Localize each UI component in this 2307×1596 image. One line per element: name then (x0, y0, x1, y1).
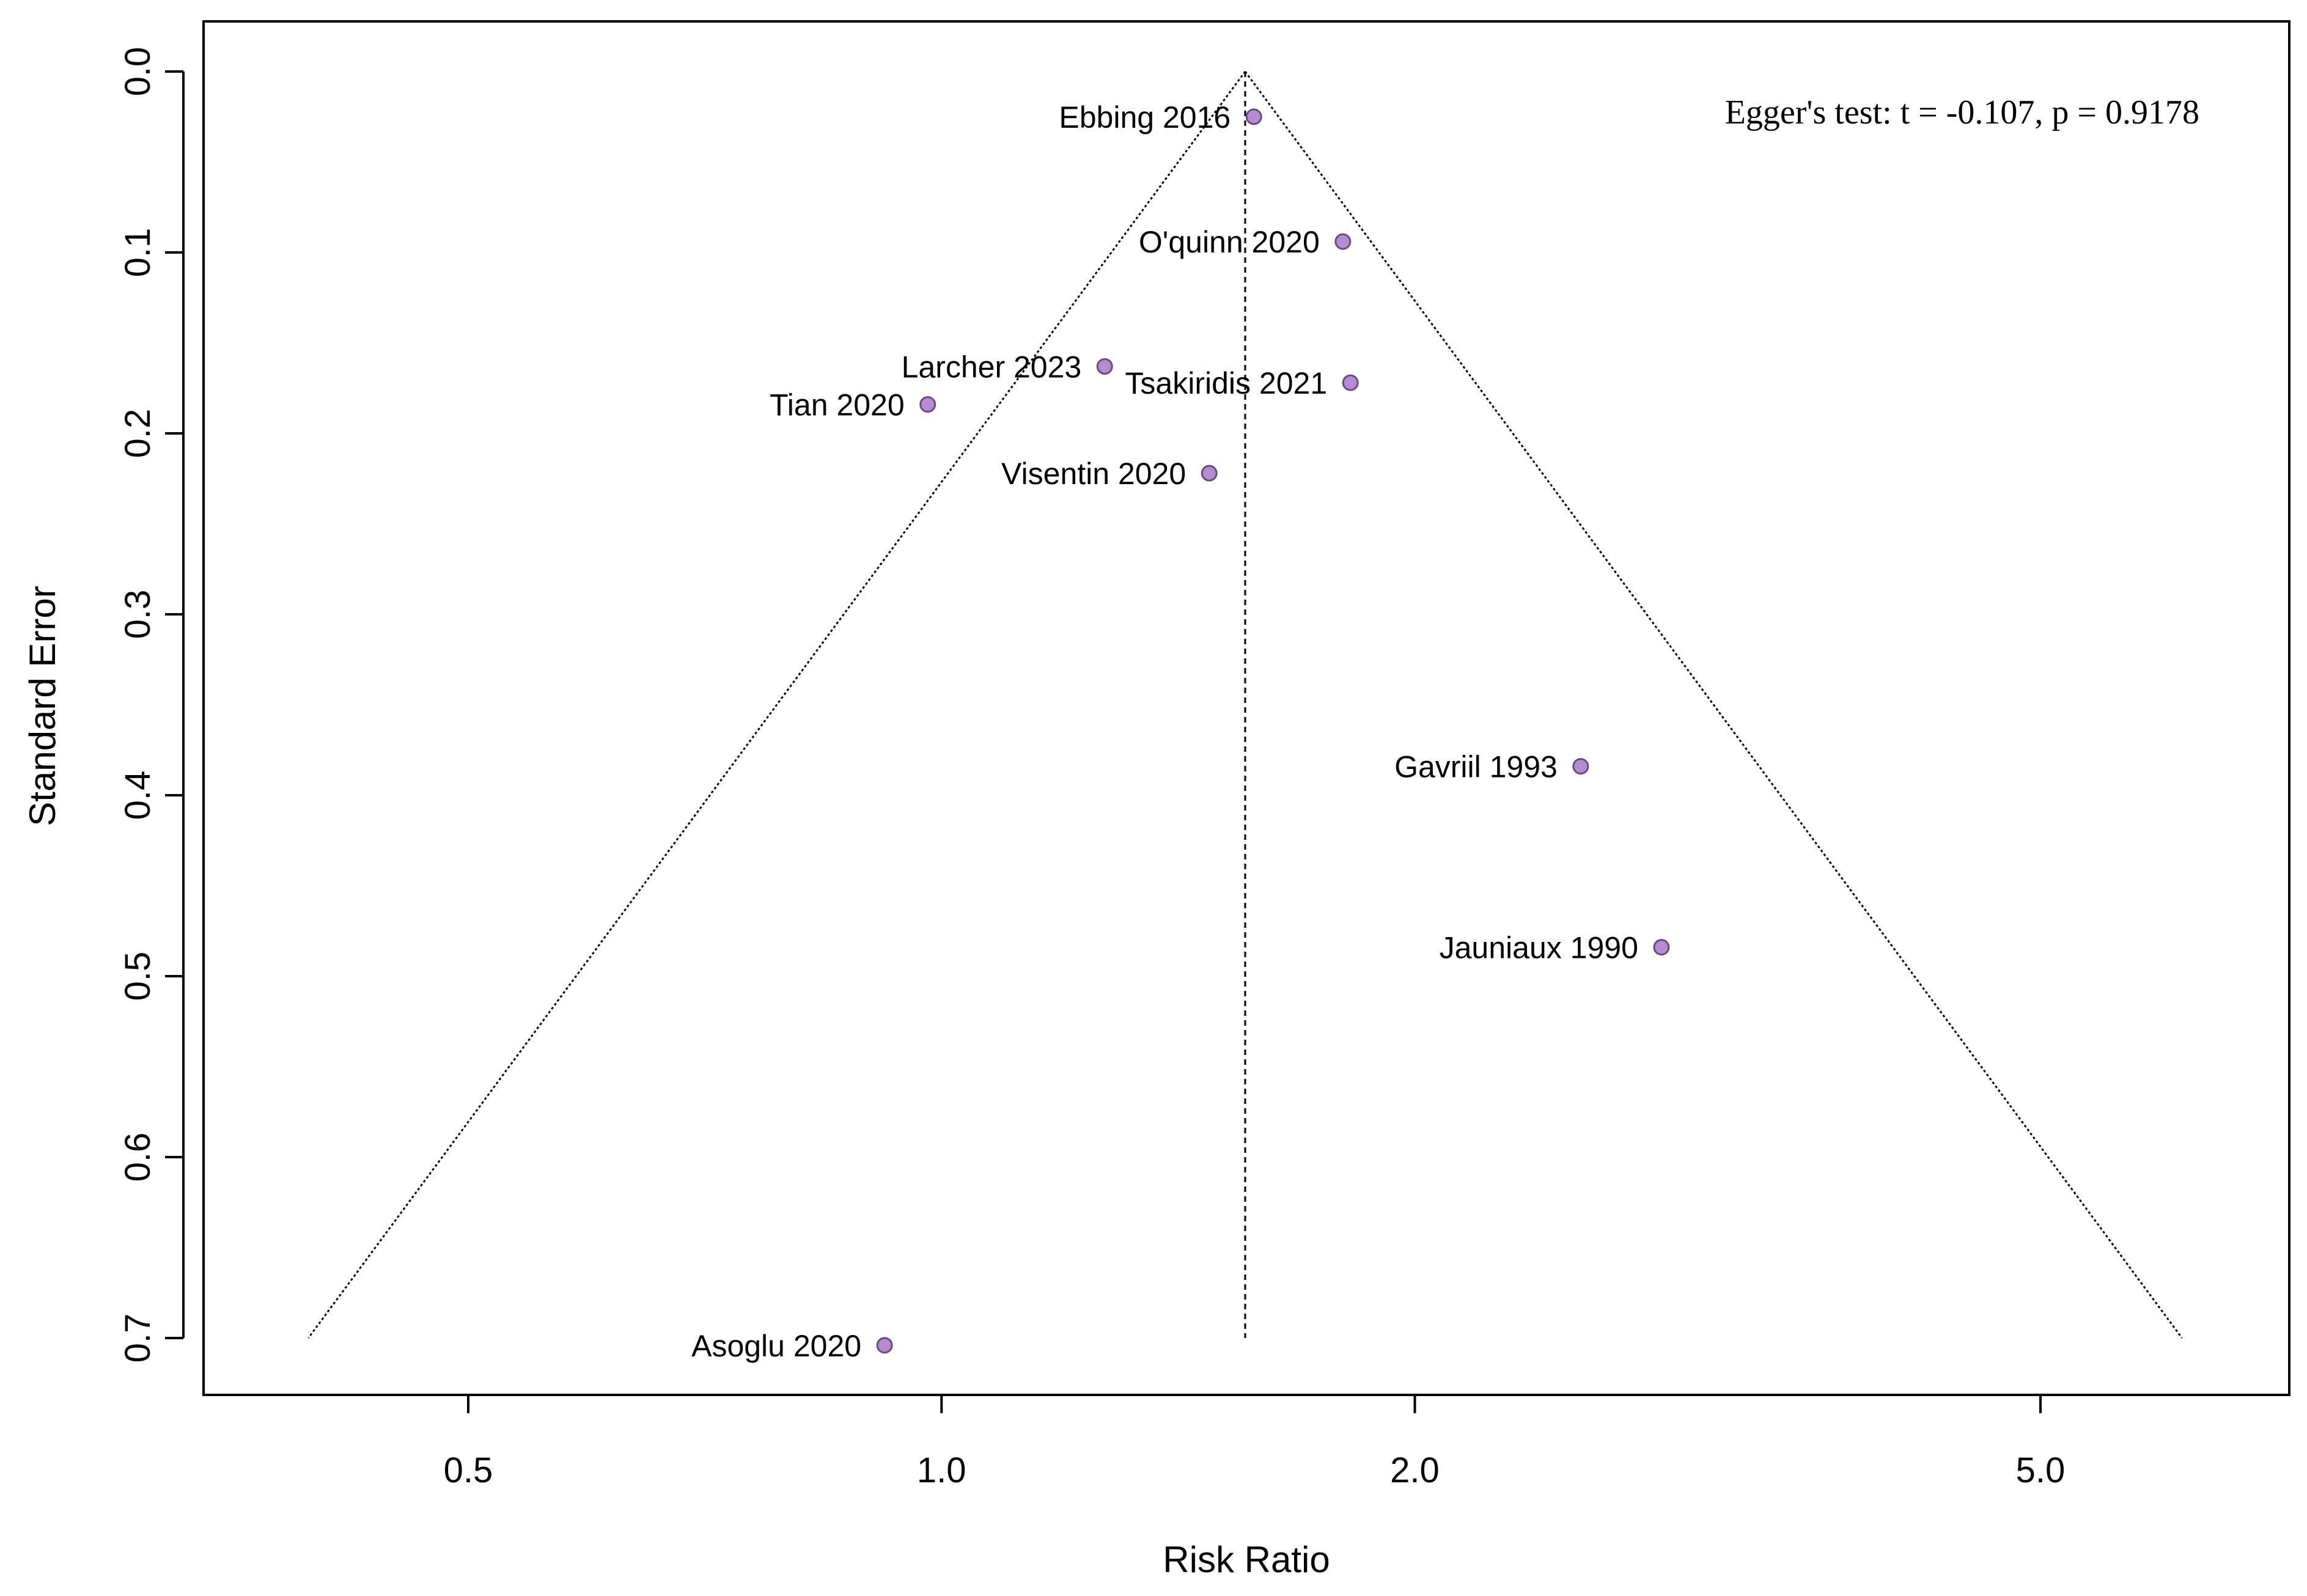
x-tick-label: 5.0 (2016, 1451, 2066, 1490)
data-points: Ebbing 2016 O'quinn 2020 Larcher 2023 Tsaki… (691, 100, 1670, 1363)
x-tick-label: 1.0 (917, 1451, 966, 1490)
data-point-label: Jauniaux 1990 (1440, 931, 1638, 965)
data-point (1201, 465, 1218, 482)
plot-frame (202, 20, 2290, 1396)
data-point (1245, 108, 1262, 125)
y-tick-label: 0.6 (118, 1133, 158, 1182)
y-tick-label: 0.7 (118, 1314, 158, 1363)
x-axis: 0.5 1.0 2.0 5.0 (444, 1395, 2066, 1490)
y-tick-label: 0.3 (118, 590, 158, 639)
data-point (1096, 358, 1113, 375)
y-axis: 0.0 0.1 0.2 0.3 0.4 0.5 0.6 0.7 (118, 47, 185, 1363)
data-point (919, 396, 936, 413)
y-tick-label: 0.2 (118, 409, 158, 458)
funnel-lines (307, 71, 2183, 1339)
y-axis-title: Standard Error (22, 586, 63, 826)
data-point (1572, 758, 1589, 775)
data-point (1342, 374, 1359, 391)
data-point-label: Tian 2020 (770, 388, 905, 422)
data-point (1334, 233, 1352, 250)
x-tick-label: 2.0 (1390, 1451, 1440, 1490)
data-point-label: Ebbing 2016 (1059, 100, 1231, 134)
y-tick-label: 0.4 (118, 771, 158, 820)
data-point-label: Tsakiridis 2021 (1125, 366, 1327, 400)
y-tick-label: 0.1 (118, 228, 158, 278)
data-point-label: Visentin 2020 (1001, 457, 1186, 491)
data-point-label: O'quinn 2020 (1139, 225, 1320, 259)
y-tick-label: 0.0 (118, 47, 158, 97)
funnel-left-line (307, 71, 1246, 1339)
data-point-label: Larcher 2023 (902, 350, 1082, 384)
data-point-label: Gavriil 1993 (1394, 750, 1558, 784)
data-point (1653, 939, 1670, 956)
data-point-label: Asoglu 2020 (691, 1329, 861, 1363)
data-point (876, 1337, 893, 1354)
x-tick-label: 0.5 (444, 1451, 493, 1490)
y-tick-label: 0.5 (118, 952, 158, 1001)
funnel-right-line (1244, 71, 2183, 1339)
x-axis-title: Risk Ratio (1163, 1539, 1330, 1580)
eggers-test-annotation: Egger's test: t = -0.107, p = 0.9178 (1725, 94, 2199, 131)
